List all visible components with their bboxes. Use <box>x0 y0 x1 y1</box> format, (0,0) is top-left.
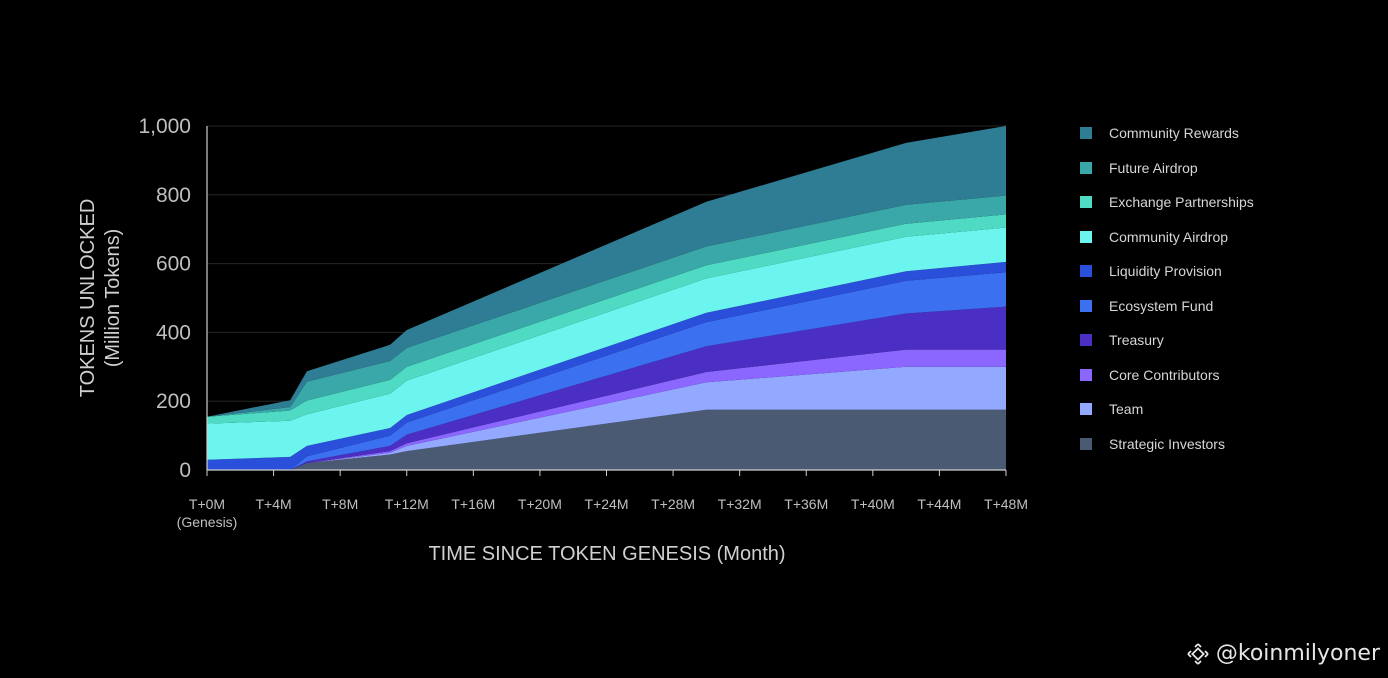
x-tick-sublabel: (Genesis) <box>177 514 238 530</box>
legend-label: Community Airdrop <box>1109 228 1229 245</box>
area-exchange-partnerships <box>207 214 1006 424</box>
x-axis-title: TIME SINCE TOKEN GENESIS (Month) <box>428 543 785 565</box>
legend-item-team: Team <box>1080 392 1254 427</box>
x-tick-labels: T+0M T+4M T+8M T+12M T+16M T+20M T+24M T+28M T+3… <box>177 470 1028 530</box>
legend-label: Community Rewards <box>1109 125 1239 142</box>
legend-label: Team <box>1109 401 1144 418</box>
y-tick-label: 200 <box>156 390 191 413</box>
y-axis-subtitle: (Million Tokens) <box>102 229 124 368</box>
legend-swatch <box>1080 127 1092 140</box>
x-tick-label: T+44M <box>917 496 961 512</box>
y-tick-label: 1,000 <box>138 115 191 138</box>
legend-label: Future Airdrop <box>1109 159 1198 176</box>
legend-swatch <box>1080 230 1092 243</box>
x-tick-label: T+20M <box>518 496 562 512</box>
area-core-contributors <box>207 349 1006 470</box>
legend-label: Liquidity Provision <box>1109 263 1222 280</box>
legend-swatch <box>1080 437 1092 450</box>
x-tick-label: T+24M <box>585 496 629 512</box>
legend-item-strategic-investors: Strategic Investors <box>1080 427 1254 462</box>
y-axis-title: TOKENS UNLOCKED <box>77 199 99 398</box>
legend-item-treasury: Treasury <box>1080 323 1254 358</box>
legend-swatch <box>1080 334 1092 347</box>
watermark-text: @koinmilyoner <box>1215 641 1380 666</box>
legend-label: Strategic Investors <box>1109 435 1225 452</box>
area-community-rewards <box>207 126 1006 417</box>
legend-label: Exchange Partnerships <box>1109 194 1254 211</box>
area-layers <box>207 126 1006 470</box>
area-liquidity-provision <box>207 261 1006 470</box>
x-tick-label: T+4M <box>255 496 291 512</box>
legend-swatch <box>1080 368 1092 381</box>
y-tick-label: 0 <box>179 459 191 482</box>
watermark: @koinmilyoner <box>1186 641 1380 666</box>
x-tick-label: T+40M <box>851 496 895 512</box>
area-future-airdrop <box>207 195 1006 417</box>
y-tick-label: 800 <box>156 184 191 207</box>
legend-label: Treasury <box>1109 332 1164 349</box>
x-tick-label: T+36M <box>784 496 828 512</box>
x-tick-label: T+16M <box>451 496 495 512</box>
x-tick-label: T+48M <box>984 496 1028 512</box>
x-tick-label: T+0M <box>189 496 225 512</box>
y-tick-label: 400 <box>156 321 191 344</box>
area-community-airdrop <box>207 227 1006 460</box>
y-tick-labels: 0 200 400 600 800 1,000 <box>138 115 191 482</box>
legend-swatch <box>1080 403 1092 416</box>
legend-swatch <box>1080 161 1092 174</box>
legend-swatch <box>1080 265 1092 278</box>
x-tick-label: T+8M <box>322 496 358 512</box>
binance-diamond-icon <box>1187 642 1209 665</box>
legend-item-ecosystem-fund: Ecosystem Fund <box>1080 289 1254 324</box>
area-ecosystem-fund <box>207 272 1006 470</box>
y-axis-title-group: TOKENS UNLOCKED (Million Tokens) <box>77 199 124 398</box>
legend-swatch <box>1080 196 1092 209</box>
legend-label: Core Contributors <box>1109 366 1220 383</box>
legend-item-liquidity-provision: Liquidity Provision <box>1080 254 1254 289</box>
legend: Community Rewards Future Airdrop Exchange … <box>1080 116 1254 461</box>
area-team <box>207 366 1006 470</box>
legend-item-community-rewards: Community Rewards <box>1080 116 1254 151</box>
legend-item-community-airdrop: Community Airdrop <box>1080 220 1254 255</box>
legend-item-core-contributors: Core Contributors <box>1080 358 1254 393</box>
legend-item-exchange-partnerships: Exchange Partnerships <box>1080 185 1254 220</box>
legend-item-future-airdrop: Future Airdrop <box>1080 151 1254 186</box>
area-strategic-investors <box>207 409 1006 470</box>
legend-label: Ecosystem Fund <box>1109 297 1214 314</box>
x-tick-label: T+12M <box>385 496 429 512</box>
x-tick-label: T+28M <box>651 496 695 512</box>
y-tick-label: 600 <box>156 253 191 276</box>
area-treasury <box>207 306 1006 470</box>
legend-swatch <box>1080 299 1092 312</box>
x-tick-label: T+32M <box>718 496 762 512</box>
